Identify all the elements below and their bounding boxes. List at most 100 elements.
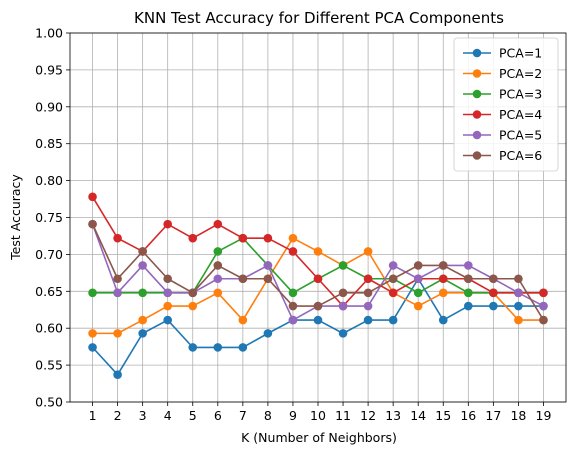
legend-label: PCA=6	[499, 148, 542, 163]
data-point	[338, 301, 348, 311]
data-point	[288, 301, 298, 311]
data-point	[413, 274, 423, 284]
y-tick-label: 0.70	[35, 247, 63, 262]
data-point	[539, 301, 548, 311]
data-point	[113, 233, 122, 243]
x-tick-label: 5	[189, 408, 197, 423]
data-point	[213, 343, 223, 352]
data-point	[464, 288, 473, 298]
x-tick-label: 2	[114, 408, 122, 423]
legend-marker	[472, 110, 482, 119]
legend-label: PCA=2	[499, 66, 542, 81]
data-point	[338, 288, 348, 298]
y-tick-label: 0.75	[35, 210, 63, 225]
data-point	[388, 261, 398, 270]
data-point	[213, 261, 223, 270]
x-tick-label: 1	[89, 408, 97, 423]
x-tick-label: 14	[410, 408, 426, 423]
data-point	[313, 247, 323, 256]
data-point	[288, 233, 298, 243]
legend-label: PCA=5	[499, 128, 542, 143]
gridlines	[70, 32, 566, 403]
x-tick-label: 12	[360, 408, 376, 423]
x-tick-label: 16	[460, 408, 476, 423]
data-point	[113, 329, 122, 338]
data-point	[388, 274, 398, 284]
data-point	[163, 315, 172, 325]
legend-marker	[472, 130, 482, 140]
data-point	[88, 219, 97, 229]
data-point	[88, 329, 97, 338]
data-point	[388, 315, 398, 325]
x-axis-label: K (Number of Neighbors)	[241, 430, 397, 445]
data-point	[263, 274, 273, 284]
data-point	[188, 343, 198, 352]
data-point	[438, 274, 448, 284]
data-point	[489, 301, 498, 311]
data-point	[313, 315, 323, 325]
data-point	[213, 288, 223, 298]
legend-label: PCA=3	[499, 87, 542, 102]
data-point	[288, 315, 298, 325]
y-tick-label: 0.55	[35, 358, 63, 373]
x-tick-label: 15	[435, 408, 451, 423]
data-point	[514, 301, 523, 311]
data-point	[163, 301, 172, 311]
data-point	[388, 288, 398, 298]
data-point	[438, 261, 448, 270]
y-axis-ticks: 0.50 0.55 0.60 0.65 0.70 0.75 0.80 0.85 0.90 0.95…	[35, 26, 70, 410]
series-pca-6	[88, 219, 548, 325]
data-point	[138, 288, 147, 298]
legend-marker	[472, 69, 482, 78]
x-tick-label: 17	[485, 408, 501, 423]
data-point	[238, 274, 248, 284]
y-tick-label: 1.00	[35, 26, 63, 41]
legend-label: PCA=1	[499, 46, 542, 61]
x-tick-label: 19	[536, 408, 552, 423]
data-point	[313, 274, 323, 284]
data-point	[88, 288, 97, 298]
data-point	[338, 329, 348, 338]
x-tick-label: 13	[385, 408, 401, 423]
data-point	[213, 219, 223, 229]
data-point	[464, 274, 473, 284]
legend-marker	[472, 48, 482, 58]
data-point	[88, 343, 97, 352]
legend-item: PCA=3	[463, 87, 542, 102]
data-point	[438, 315, 448, 325]
x-tick-label: 9	[289, 408, 297, 423]
data-point	[188, 301, 198, 311]
legend-marker	[472, 151, 482, 160]
data-point	[163, 288, 172, 298]
y-tick-label: 0.80	[35, 173, 63, 188]
data-point	[413, 301, 423, 311]
data-point	[188, 288, 198, 298]
data-point	[338, 261, 348, 270]
data-point	[138, 247, 147, 256]
data-point	[363, 274, 373, 284]
y-tick-label: 0.60	[35, 321, 63, 336]
y-tick-label: 0.50	[35, 395, 63, 410]
data-point	[363, 301, 373, 311]
data-point	[238, 233, 248, 243]
x-tick-label: 6	[214, 408, 222, 423]
data-point	[363, 247, 373, 256]
legend: PCA=1 PCA=2 PCA=3 PCA=4 PCA=5 PCA=6	[453, 37, 559, 172]
legend-item: PCA=2	[463, 66, 542, 81]
data-point	[313, 301, 323, 311]
series-layer	[88, 192, 548, 379]
legend-item: PCA=6	[463, 148, 542, 163]
data-point	[163, 219, 172, 229]
data-point	[514, 315, 523, 325]
data-point	[138, 315, 147, 325]
data-point	[188, 233, 198, 243]
data-point	[163, 274, 172, 284]
x-tick-label: 18	[510, 408, 526, 423]
y-tick-label: 0.95	[35, 62, 63, 77]
data-point	[413, 288, 423, 298]
data-point	[238, 343, 248, 352]
data-point	[464, 261, 473, 270]
data-point	[514, 288, 523, 298]
data-point	[263, 261, 273, 270]
x-tick-label: 10	[310, 408, 326, 423]
